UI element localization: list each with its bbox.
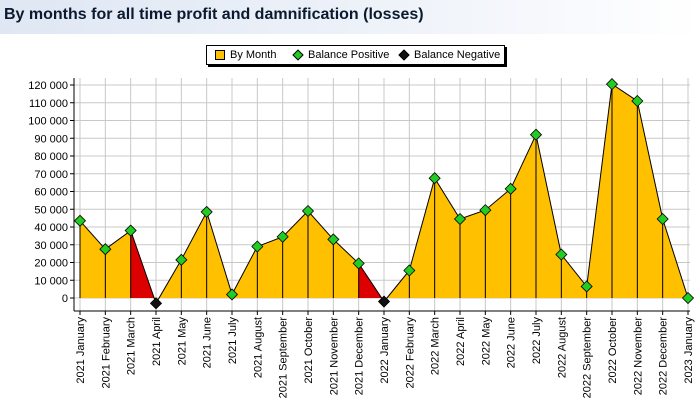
legend-item-by-month: By Month: [215, 49, 276, 61]
balance-positive-marker: [200, 205, 213, 218]
balance-positive-marker: [327, 233, 340, 246]
balance-positive-marker: [403, 264, 416, 277]
x-tick-label: 2022 August: [556, 317, 568, 378]
area-segment: [637, 101, 663, 298]
x-tick-label: 2022 February: [404, 317, 416, 389]
area-segment: [409, 178, 435, 298]
y-tick-label: 100 000: [28, 116, 68, 128]
area-segment: [612, 84, 638, 298]
title-bar: By months for all time profit and damnif…: [0, 0, 700, 34]
legend-label-balance-negative: Balance Negative: [414, 49, 501, 61]
x-tick-label: 2021 April: [151, 317, 163, 366]
balance-positive-marker: [175, 253, 188, 266]
x-tick-label: 2022 November: [632, 317, 644, 396]
x-tick-label: 2021 September: [278, 317, 290, 399]
legend-square-icon: [215, 50, 225, 60]
legend-item-balance-positive: Balance Positive: [292, 49, 390, 61]
x-tick-label: 2022 January: [379, 317, 391, 384]
y-tick-label: 10 000: [34, 275, 68, 287]
y-tick-label: 40 000: [34, 222, 68, 234]
legend: By Month Balance Positive Balance Negati…: [206, 45, 505, 65]
x-tick-label: 2021 January: [75, 317, 87, 384]
balance-positive-marker: [352, 257, 365, 270]
balance-positive-marker: [631, 94, 644, 108]
area-segment: [434, 178, 460, 298]
y-tick-label: 20 000: [34, 258, 68, 270]
balance-positive-marker: [555, 248, 568, 261]
y-tick-label: 80 000: [34, 151, 68, 163]
x-tick-label: 2021 October: [303, 317, 315, 384]
x-tick-label: 2022 June: [506, 317, 518, 368]
area-segment: [181, 211, 207, 298]
balance-positive-marker: [453, 212, 467, 226]
y-tick-label: 50 000: [34, 204, 68, 216]
balance-positive-marker: [605, 78, 619, 91]
x-tick-label: 2022 July: [531, 317, 543, 365]
area-segment: [257, 236, 283, 298]
x-tick-label: 2023 January: [683, 317, 695, 384]
x-tick-label: 2022 May: [480, 317, 492, 366]
x-tick-label: 2021 December: [354, 317, 366, 396]
x-tick-label: 2022 October: [607, 317, 619, 384]
x-tick-label: 2021 November: [328, 317, 340, 396]
balance-positive-marker: [529, 128, 543, 141]
balance-positive-marker: [656, 212, 669, 226]
balance-positive-marker: [479, 204, 492, 217]
area-segment: [282, 211, 308, 298]
balance-negative-marker: [149, 297, 163, 310]
x-tick-label: 2021 March: [126, 317, 138, 375]
y-tick-label: 0: [62, 293, 68, 305]
balance-positive-marker: [276, 230, 289, 243]
balance-positive-marker: [225, 288, 239, 301]
x-tick-label: 2021 June: [202, 317, 214, 368]
balance-positive-marker: [504, 182, 517, 195]
balance-positive-marker: [301, 204, 315, 218]
area-segment: [561, 254, 587, 298]
area-segment: [460, 210, 486, 298]
x-tick-label: 2021 July: [227, 317, 239, 365]
x-tick-label: 2021 August: [252, 317, 264, 378]
x-tick-label: 2022 December: [658, 317, 670, 396]
area-segment: [105, 230, 131, 298]
area-segment: [80, 220, 106, 298]
y-tick-label: 90 000: [34, 133, 68, 145]
balance-positive-marker: [681, 291, 695, 305]
y-tick-label: 30 000: [34, 240, 68, 252]
balance-positive-marker: [251, 240, 264, 253]
x-tick-label: 2022 March: [430, 317, 442, 375]
chart-title: By months for all time profit and damnif…: [4, 6, 424, 23]
y-tick-label: 70 000: [34, 169, 68, 181]
legend-label-balance-positive: Balance Positive: [308, 49, 390, 61]
x-tick-label: 2022 April: [455, 317, 467, 366]
legend-item-balance-negative: Balance Negative: [398, 49, 501, 61]
legend-label-by-month: By Month: [230, 49, 277, 61]
plot-group: 0 10 000 20 000 30 000 40 000 50 000 60 000 70 …: [28, 78, 695, 398]
x-tick-label: 2021 February: [100, 317, 112, 389]
area-segment: [536, 134, 562, 298]
x-tick-label: 2021 May: [176, 317, 188, 366]
area-segment: [333, 239, 359, 298]
area-segment: [485, 188, 511, 298]
y-tick-label: 110 000: [29, 98, 68, 110]
balance-positive-marker: [99, 243, 112, 256]
x-tick-label: 2022 September: [582, 317, 594, 399]
balance-positive-marker: [428, 172, 441, 185]
balance-positive-marker: [73, 214, 87, 227]
balance-negative-marker: [377, 295, 391, 308]
balance-positive-marker: [124, 224, 137, 237]
y-tick-label: 120 000: [28, 80, 68, 92]
balance-positive-marker: [580, 280, 593, 293]
y-tick-label: 60 000: [34, 187, 68, 199]
